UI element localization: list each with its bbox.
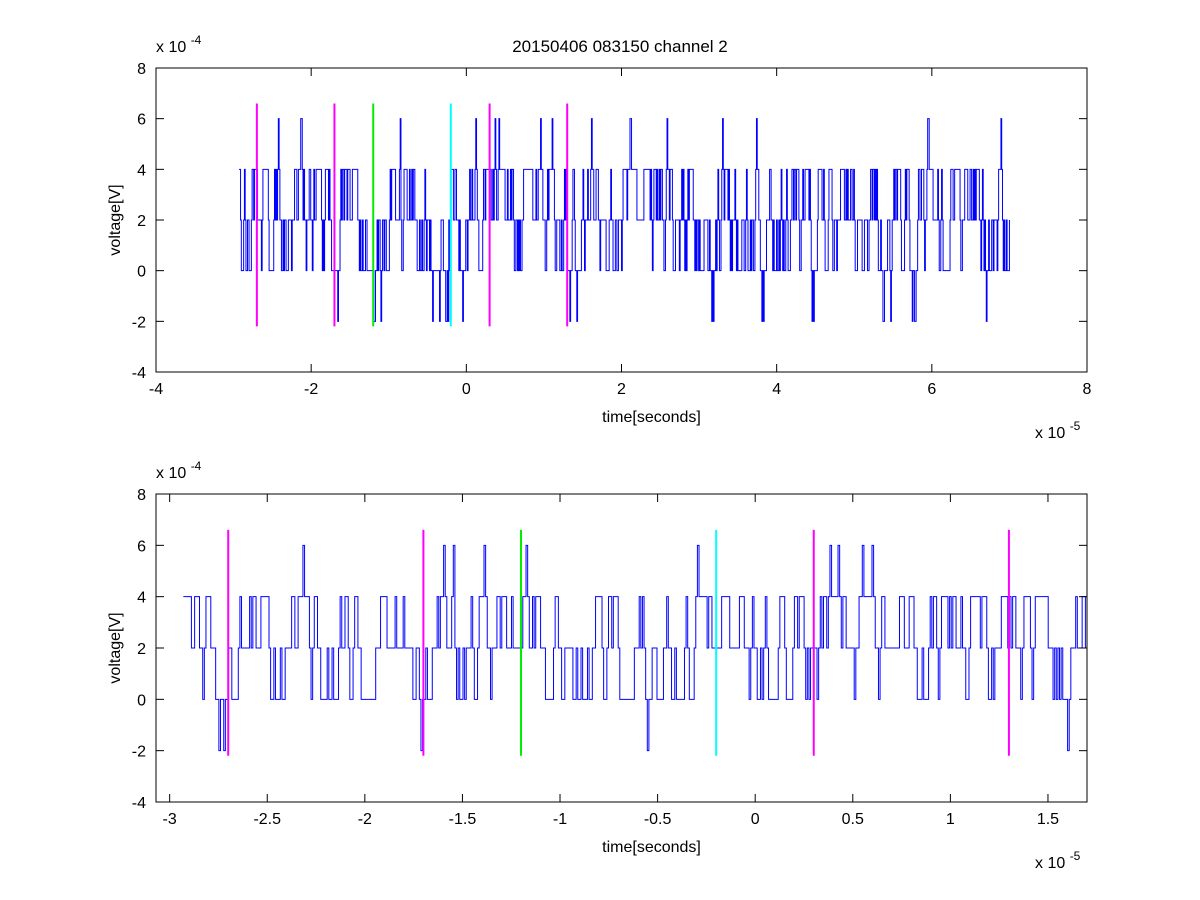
y-tick-label: 0 [137,264,146,281]
y-tick-label: 4 [137,590,146,607]
y-tick-label: 6 [137,112,146,129]
x-tick-label: -3 [163,811,177,828]
x-axis-label: time[seconds] [602,839,701,856]
y-tick-label: 0 [137,692,146,709]
y-exponent: -4 [191,459,202,473]
x-tick-label: 6 [927,381,936,398]
y-tick-label: -2 [132,744,146,761]
y-axis-label: voltage[V] [107,184,124,255]
x-tick-label: 1 [946,811,955,828]
y-exponent-label: x 10 -4 [156,459,202,482]
series-line-0 [183,544,1087,752]
x-exponent-label: x 10 -5 [1035,849,1081,872]
subplot-top: -4 -2 0 2 4 6 8 -4 -2 0 2 4 6 8 time[seconds] voltage[V… [107,33,1092,442]
x-tick-label: -2.5 [253,811,281,828]
x-exponent: -5 [1070,849,1081,863]
x-tick-label: -0.5 [644,811,672,828]
subplot-bottom: -3 -2.5 -2 -1.5 -1 -0.5 0 0.5 1 1.5 -4 -2 0 2 4 6 8 time[… [107,459,1088,872]
y-tick-label: 2 [137,213,146,230]
y-exponent-label: x 10 -4 [156,33,202,56]
y-tick-label: -4 [132,365,146,382]
chart-title: 20150406 083150 channel 2 [512,37,728,56]
y-tick-label: 8 [137,61,146,78]
x-exponent: -5 [1070,419,1081,433]
y-tick-label: 6 [137,538,146,555]
x-tick-label: 4 [772,381,781,398]
x-tick-label: 2 [617,381,626,398]
x-tick-label: -4 [149,381,163,398]
x-tick-label: -1 [553,811,567,828]
x-tick-label: 0 [751,811,760,828]
x-tick-label: 0.5 [842,811,864,828]
y-tick-label: 8 [137,487,146,504]
y-tick-label: 4 [137,162,146,179]
y-exponent: -4 [191,33,202,47]
x-exponent-label: x 10 -5 [1035,419,1081,442]
y-tick-label: -2 [132,314,146,331]
x-tick-label: -1.5 [449,811,477,828]
series-line-0 [239,118,1010,322]
y-tick-label: -4 [132,795,146,812]
x-tick-label: -2 [358,811,372,828]
x-axis-label: time[seconds] [602,409,701,426]
y-axis-label: voltage[V] [107,612,124,683]
x-tick-label: 1.5 [1037,811,1059,828]
x-tick-label: 0 [462,381,471,398]
x-tick-label: 8 [1083,381,1092,398]
x-tick-label: -2 [304,381,318,398]
y-tick-label: 2 [137,641,146,658]
